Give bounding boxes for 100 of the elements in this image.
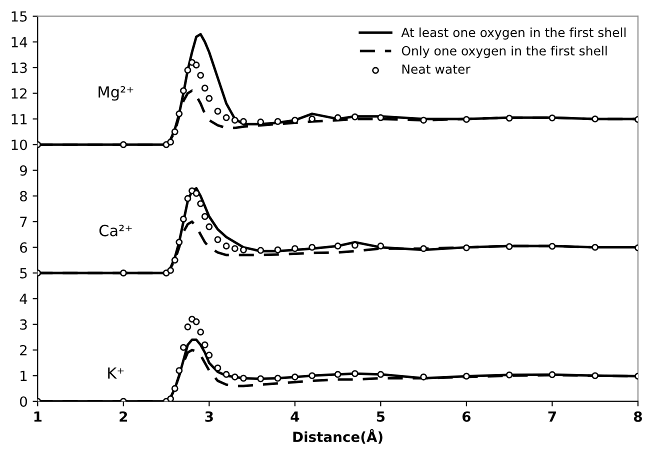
point	[548, 371, 556, 378]
point	[206, 223, 213, 230]
point	[184, 323, 192, 330]
y-tick-label: 14	[12, 37, 28, 48]
legend-label: At least one oxygen in the first shell	[401, 27, 626, 40]
point	[240, 246, 247, 254]
point	[180, 87, 187, 94]
y-tick-label: 0	[20, 396, 27, 407]
y-tick-label: 9	[20, 165, 27, 176]
x-tick-label: 7	[548, 412, 556, 422]
annotation: K⁺	[108, 367, 124, 379]
y-tick-label: 8	[20, 190, 27, 202]
point	[222, 370, 230, 378]
point	[201, 84, 208, 92]
y-tick-label: 3	[20, 319, 27, 330]
point	[548, 114, 556, 122]
y-tick-label: 1	[20, 370, 27, 381]
point	[192, 318, 200, 326]
point	[592, 115, 599, 122]
y-tick-label: 15	[12, 11, 27, 22]
point	[420, 373, 428, 380]
point	[351, 370, 358, 378]
point	[377, 114, 384, 122]
y-tick-label: 12	[12, 88, 27, 99]
point	[176, 110, 183, 118]
y-tick-label: 6	[20, 242, 28, 253]
point	[171, 128, 178, 136]
point	[171, 256, 178, 264]
point	[201, 341, 208, 348]
point	[462, 244, 470, 252]
point	[377, 242, 384, 250]
point	[171, 385, 178, 392]
point	[257, 246, 264, 254]
point	[420, 245, 428, 252]
point	[176, 238, 183, 246]
point	[197, 328, 204, 336]
x-tick-label: 1	[34, 412, 42, 422]
point	[214, 236, 222, 244]
point	[257, 375, 264, 382]
point	[192, 62, 200, 68]
point	[231, 116, 238, 124]
point	[462, 372, 470, 380]
y-tick-label: 2	[20, 344, 27, 356]
point	[201, 213, 208, 220]
point	[291, 373, 298, 380]
point	[462, 116, 470, 123]
x-tick-label: 8	[634, 411, 642, 422]
point	[180, 216, 187, 223]
point	[184, 195, 192, 202]
y-tick-label: 5	[20, 268, 27, 278]
point	[506, 371, 513, 378]
point	[192, 190, 200, 197]
point	[240, 374, 247, 382]
point	[592, 244, 599, 251]
point	[377, 370, 384, 378]
point	[592, 372, 599, 380]
annotation: Ca²⁺	[99, 224, 132, 236]
point	[214, 108, 222, 115]
point	[222, 242, 230, 250]
x-tick-label: 2	[120, 411, 128, 422]
point	[351, 113, 358, 120]
point	[167, 395, 174, 402]
point	[214, 364, 222, 372]
y-tick-label: 7	[20, 216, 27, 227]
point	[197, 72, 204, 79]
x-tick-label: 5	[376, 412, 385, 422]
x-tick-label: 3	[205, 411, 213, 422]
point	[240, 118, 247, 125]
point	[274, 118, 282, 125]
point	[167, 138, 174, 146]
x-axis-title: Distance(Å)	[293, 429, 382, 444]
legend-label: Only one oxygen in the first shell	[402, 46, 607, 58]
point	[120, 270, 127, 276]
y-tick-label: 4	[20, 294, 28, 304]
point	[308, 244, 316, 251]
point	[197, 200, 204, 208]
y-tick-label: 10	[12, 140, 27, 150]
legend-label: Neat water	[402, 64, 470, 74]
point	[222, 114, 230, 122]
point	[206, 94, 213, 102]
point	[167, 266, 174, 274]
point	[274, 246, 282, 254]
x-tick-label: 4	[290, 412, 300, 422]
point	[231, 245, 238, 252]
point	[548, 242, 556, 250]
point	[120, 141, 127, 148]
point	[506, 243, 513, 250]
point	[506, 114, 513, 122]
point	[231, 373, 238, 380]
y-tick-label: 11	[12, 114, 27, 124]
y-tick-label: 13	[12, 62, 27, 74]
point	[184, 66, 192, 74]
point	[206, 352, 213, 359]
point	[334, 242, 342, 250]
point	[180, 344, 187, 351]
x-tick-label: 6	[462, 411, 471, 422]
point	[308, 372, 316, 380]
point	[274, 374, 282, 382]
point	[420, 116, 428, 124]
point	[334, 370, 342, 378]
